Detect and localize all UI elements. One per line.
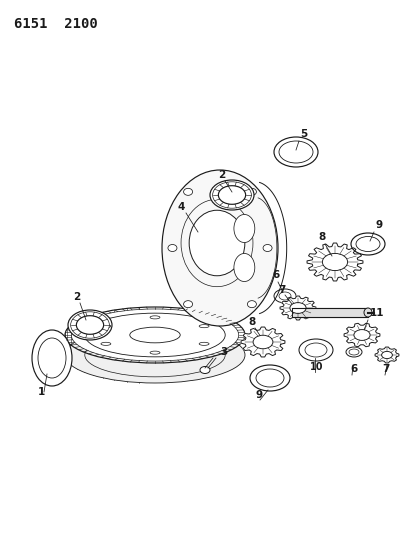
Ellipse shape <box>247 188 256 195</box>
Ellipse shape <box>76 316 104 334</box>
Ellipse shape <box>162 170 278 326</box>
Polygon shape <box>375 347 399 363</box>
Ellipse shape <box>200 367 210 374</box>
Ellipse shape <box>247 301 256 308</box>
Text: 3: 3 <box>220 347 227 357</box>
Ellipse shape <box>234 254 255 281</box>
Text: 6151  2100: 6151 2100 <box>14 17 98 31</box>
Text: 4: 4 <box>178 202 185 212</box>
Ellipse shape <box>381 351 392 359</box>
Ellipse shape <box>299 339 333 361</box>
Text: 8: 8 <box>248 317 255 327</box>
Ellipse shape <box>150 316 160 319</box>
Text: 6: 6 <box>350 364 357 374</box>
Ellipse shape <box>351 233 385 255</box>
Text: 2: 2 <box>218 170 225 180</box>
Ellipse shape <box>274 137 318 167</box>
Ellipse shape <box>250 365 290 391</box>
Ellipse shape <box>71 312 109 338</box>
Ellipse shape <box>184 188 193 195</box>
Ellipse shape <box>274 289 296 303</box>
Text: 7: 7 <box>382 364 389 374</box>
Polygon shape <box>292 308 368 317</box>
Ellipse shape <box>322 254 348 271</box>
Ellipse shape <box>210 180 254 210</box>
Polygon shape <box>344 324 380 346</box>
Ellipse shape <box>364 308 372 317</box>
Text: 9: 9 <box>375 220 382 230</box>
Polygon shape <box>280 296 316 320</box>
Ellipse shape <box>290 303 306 313</box>
Ellipse shape <box>199 325 209 328</box>
Text: 8: 8 <box>318 232 325 242</box>
Text: 1: 1 <box>38 387 45 397</box>
Ellipse shape <box>101 342 111 345</box>
Ellipse shape <box>68 310 112 340</box>
Ellipse shape <box>199 342 209 345</box>
Ellipse shape <box>85 333 225 377</box>
Text: 6: 6 <box>272 270 279 280</box>
Ellipse shape <box>101 325 111 328</box>
Text: 7: 7 <box>278 285 285 295</box>
Text: 10: 10 <box>310 362 324 372</box>
Ellipse shape <box>189 210 245 276</box>
Ellipse shape <box>184 301 193 308</box>
Ellipse shape <box>71 309 239 361</box>
Text: 5: 5 <box>300 129 307 139</box>
Text: 9: 9 <box>255 390 262 400</box>
Polygon shape <box>241 327 285 357</box>
Ellipse shape <box>65 327 245 383</box>
Ellipse shape <box>130 327 180 343</box>
Ellipse shape <box>85 313 225 357</box>
Polygon shape <box>307 243 363 281</box>
Ellipse shape <box>234 214 255 243</box>
Ellipse shape <box>32 330 72 386</box>
Ellipse shape <box>218 185 246 204</box>
Ellipse shape <box>253 335 273 349</box>
Text: 11: 11 <box>370 308 384 318</box>
Ellipse shape <box>263 245 272 252</box>
Ellipse shape <box>354 329 370 341</box>
Ellipse shape <box>346 347 362 357</box>
Ellipse shape <box>168 245 177 252</box>
Ellipse shape <box>150 351 160 354</box>
Text: 2: 2 <box>73 292 80 302</box>
Ellipse shape <box>213 182 251 208</box>
